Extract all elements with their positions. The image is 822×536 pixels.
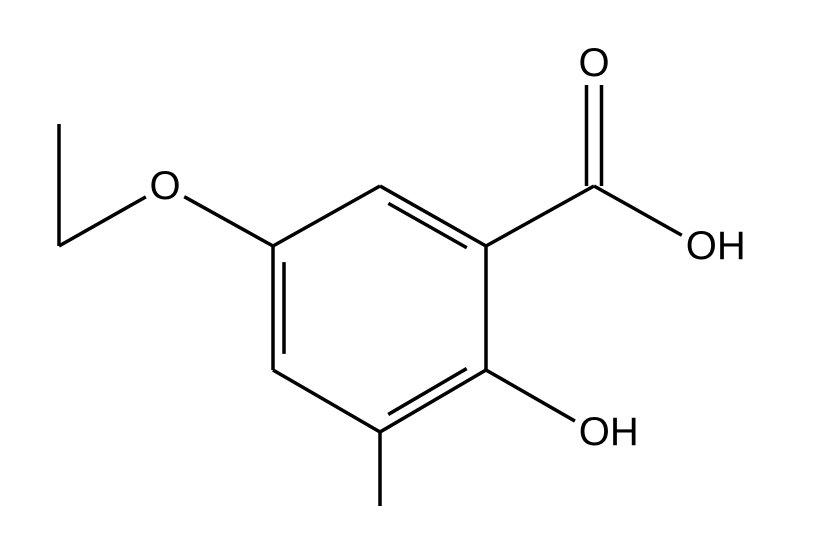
atom-label-O12: O xyxy=(149,164,180,208)
atom-label-O10: OH xyxy=(579,410,639,454)
atom-label-O9: OH xyxy=(686,224,746,268)
chemical-structure-canvas: O OH OH O xyxy=(0,0,822,536)
atom-label-O8: O xyxy=(578,41,609,85)
